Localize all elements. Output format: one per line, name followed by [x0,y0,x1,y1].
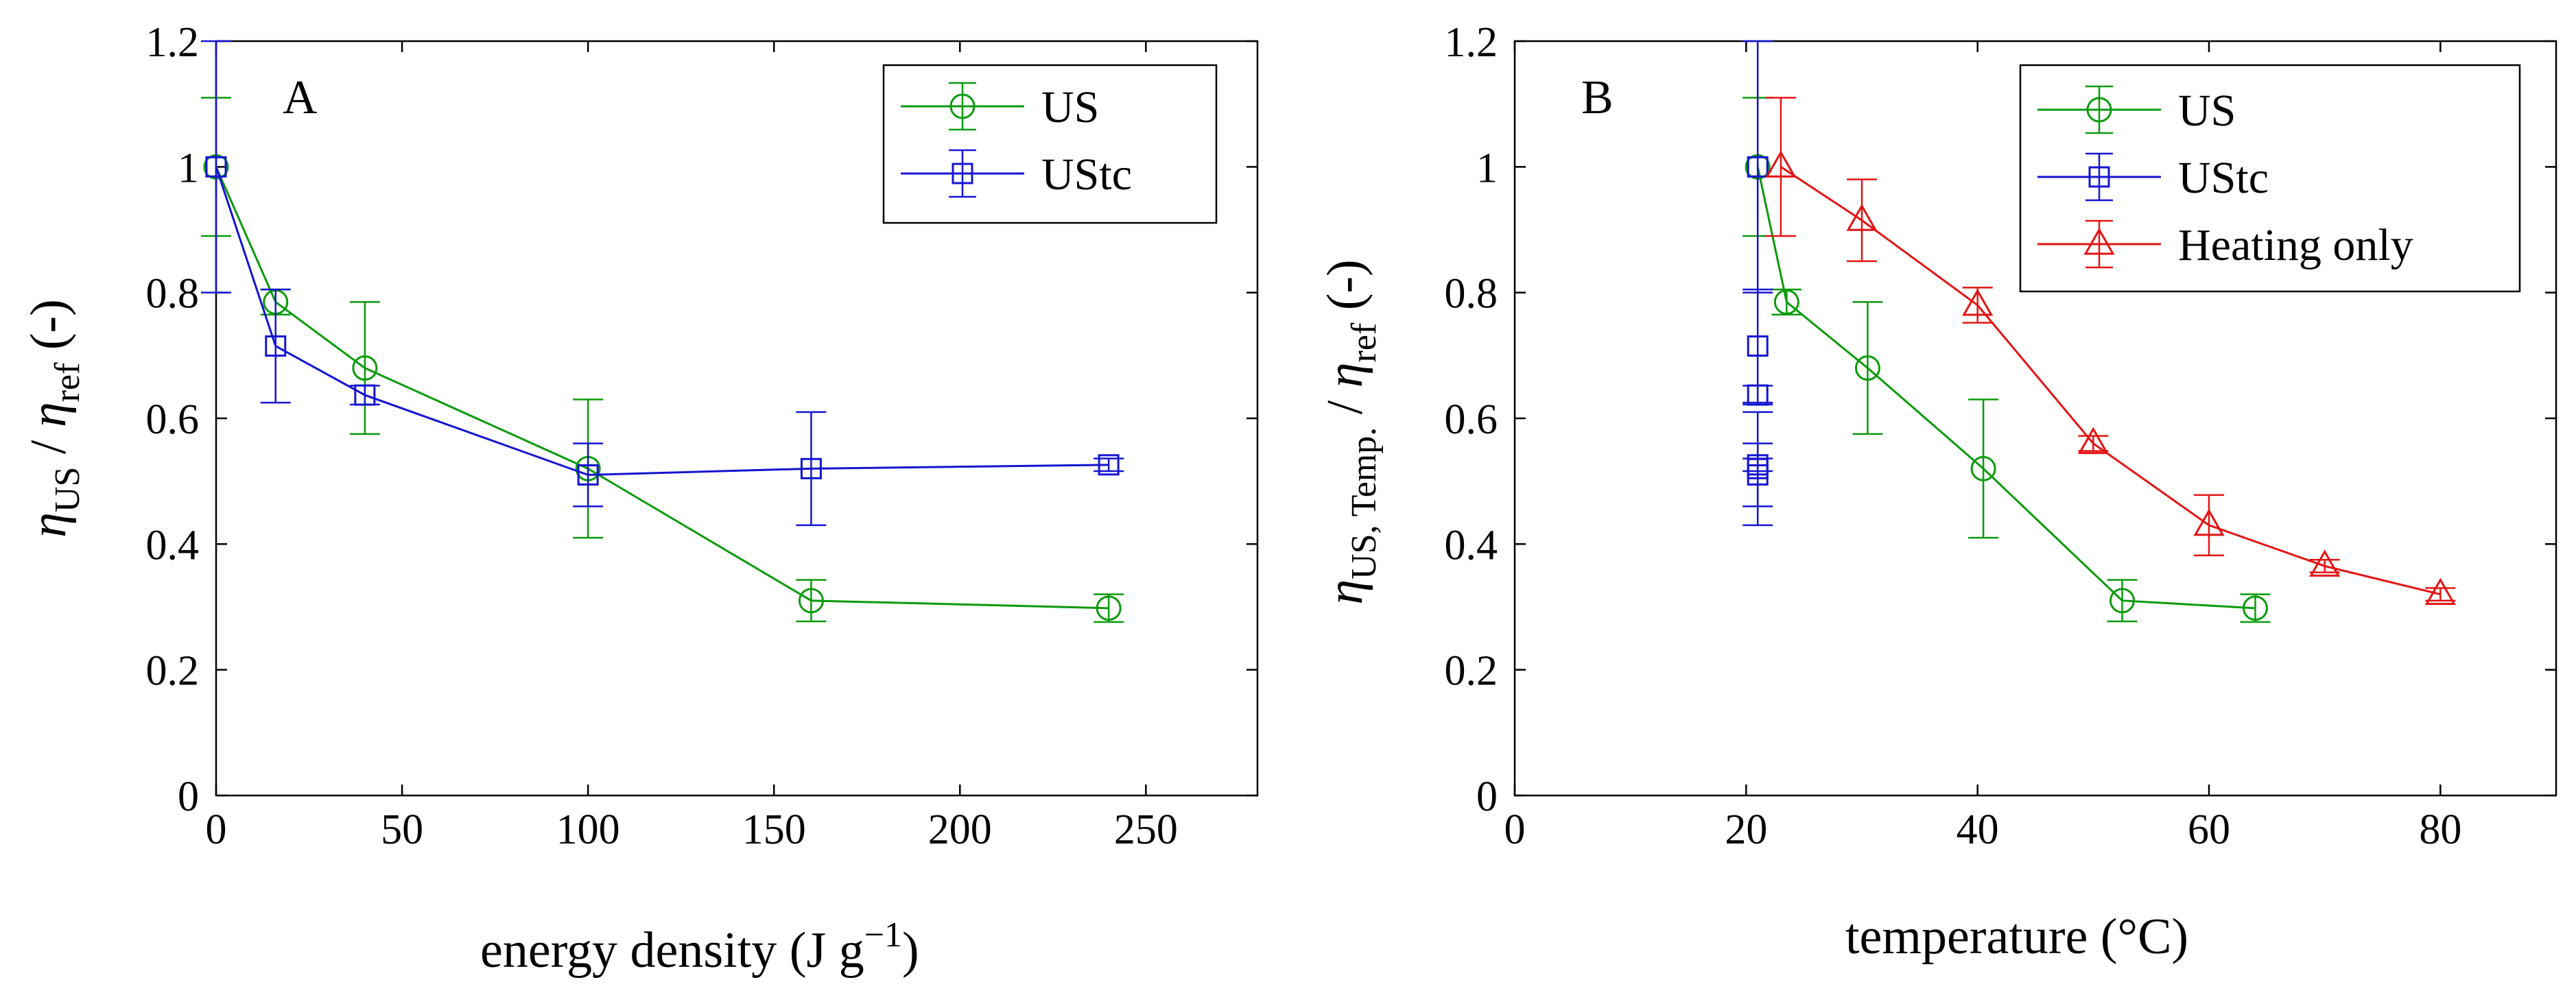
series-b-heating-only [1765,97,2456,606]
y-label-a-eta2: η [21,402,77,427]
x-tick-label-b-2: 40 [1957,806,1999,853]
data-point-b-0-5 [2242,595,2268,621]
data-point-a-1-4 [800,457,822,479]
series-line-a-0 [215,166,1109,610]
data-point-b-1-2 [1747,384,1769,406]
x-tick-label-b-3: 60 [2188,806,2230,853]
x-axis-label-a-tail: ) [902,922,919,979]
panel-a: A 0 50 100 150 200 250 0 0.2 0.4 0.6 0.8 1 1.2 US USt… [21,19,1259,979]
data-point-b-0-3 [1970,455,1996,481]
legend-box-a [882,64,1218,224]
series-a-ustc [201,40,1124,527]
y-tick-label-b-4: 0.8 [1445,271,1498,318]
legend-b: US UStc Heating only [2019,64,2521,293]
data-point-a-1-3 [577,464,599,486]
legend-marker-b-2 [2083,227,2115,255]
x-axis-label-a: energy density (J g−1) [480,916,919,979]
y-label-b-sub2: ref [1345,322,1384,362]
data-point-a-1-2 [354,384,376,406]
y-tick-label-b-1: 0.2 [1445,648,1498,695]
series-line-b-0 [1756,167,2256,610]
panel-label-a: A [283,71,318,124]
data-point-b-2-3 [2077,427,2109,455]
y-tick-label-b-5: 1 [1476,145,1498,191]
y-tick-label-a-5: 1 [178,145,199,191]
y-axis-label-b: ηUS, Temp. / ηref (-) [1317,259,1384,604]
y-label-a-sub1: US [48,467,87,512]
y-axis-label-a: ηUS / ηref (-) [21,299,87,538]
series-b-us [1742,97,2271,623]
panel-label-b: B [1581,71,1614,124]
series-line-a-1 [215,166,1109,477]
y-label-a-slash: / [21,427,77,467]
ticks-b: 0 20 40 60 80 0 0.2 0.4 0.6 0.8 1 1.2 [1445,19,2556,853]
y-tick-label-a-0: 0 [178,774,199,820]
y-tick-label-b-3: 0.6 [1445,396,1498,443]
data-point-a-0-2 [352,355,378,381]
x-axis-label-a-sup: −1 [864,916,902,955]
legend-marker-a-0 [949,93,976,119]
y-label-b-unit: (-) [1317,259,1373,322]
x-axis-label-b: temperature (°C) [1845,909,2188,965]
data-point-b-2-5 [2309,549,2341,577]
data-point-b-0-1 [1773,289,1799,315]
y-label-b-eta1: η [1317,579,1373,605]
legend-marker-a-1 [952,163,973,184]
ticks-a: 0 50 100 150 200 250 0 0.2 0.4 0.6 0.8 1 1.2 [146,19,1257,853]
x-tick-label-a-5: 250 [1114,806,1178,853]
data-point-b-2-4 [2193,508,2225,536]
y-tick-label-a-3: 0.6 [146,396,200,443]
panel-b: B 0 20 40 60 80 0 0.2 0.4 0.6 0.8 1 1.2 US UStc Heati… [1317,19,2557,965]
y-label-b-slash: / [1317,387,1373,427]
x-tick-label-a-3: 150 [742,806,806,853]
x-axis-label-a-main: energy density (J g [480,922,864,979]
data-point-b-0-2 [1854,355,1880,381]
data-point-a-1-5 [1098,454,1120,476]
y-label-b-eta2: η [1317,362,1373,387]
series-a [201,40,1124,623]
x-tick-label-b-1: 20 [1725,806,1767,853]
y-label-a-sub2: ref [48,362,87,402]
series-b [1742,40,2456,623]
data-point-a-1-0 [205,156,227,178]
legend-marker-b-1 [2088,166,2110,188]
y-tick-label-a-6: 1.2 [146,19,200,66]
x-tick-label-b-0: 0 [1504,806,1526,853]
legend-a: US UStc [882,64,1218,224]
y-tick-label-a-4: 0.8 [146,271,200,318]
y-tick-label-b-0: 0 [1476,774,1498,820]
data-point-a-1-1 [265,335,287,357]
y-label-b-sub1: US, Temp. [1345,427,1384,579]
y-label-a-eta1: η [21,512,77,538]
legend-label-b-0: US [2178,86,2236,136]
legend-marker-b-0 [2086,97,2112,123]
y-tick-label-a-2: 0.4 [146,522,200,569]
y-tick-label-b-2: 0.4 [1445,522,1498,569]
x-tick-label-a-1: 50 [381,806,423,853]
x-tick-label-a-2: 100 [556,806,620,853]
data-point-b-2-0 [1765,150,1797,178]
data-point-b-2-1 [1846,204,1878,231]
x-tick-label-a-0: 0 [206,806,227,853]
data-point-b-1-5 [1747,454,1769,476]
data-point-a-0-4 [798,588,824,614]
y-tick-label-b-6: 1.2 [1445,19,1498,66]
legend-label-b-1: UStc [2178,153,2269,203]
legend-label-b-2: Heating only [2178,220,2413,270]
legend-label-a-1: UStc [1041,149,1132,200]
data-point-b-0-4 [2110,588,2135,614]
legend-label-a-0: US [1041,82,1099,132]
y-label-a-unit: (-) [21,299,77,362]
data-point-b-2-6 [2424,577,2456,606]
data-point-b-1-1 [1747,335,1769,357]
data-point-a-0-5 [1096,595,1122,621]
x-tick-label-a-4: 200 [928,806,992,853]
y-tick-label-a-1: 0.2 [146,648,200,695]
data-point-b-1-0 [1747,156,1769,178]
data-point-b-2-2 [1962,288,1994,316]
series-b-ustc [1742,40,1773,527]
x-tick-label-b-4: 80 [2419,806,2461,853]
